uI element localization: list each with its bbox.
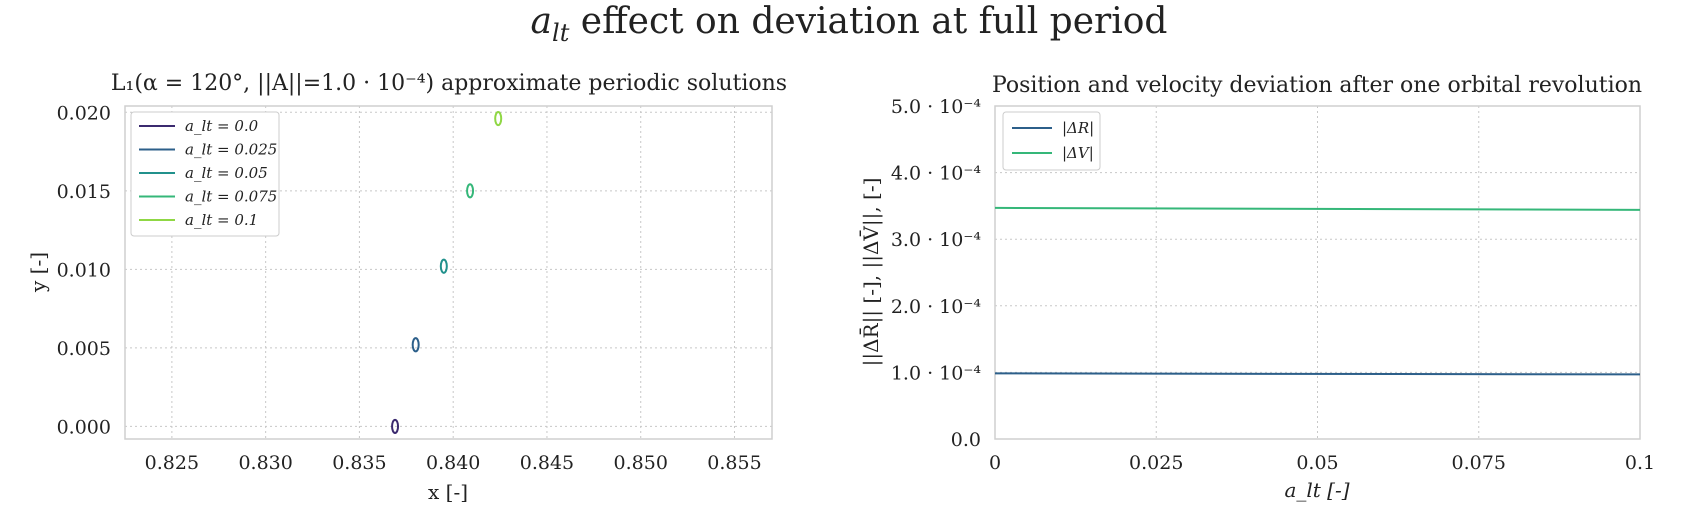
y-tick-label: 0.0 [951, 429, 981, 451]
x-tick-label: 0.075 [1452, 452, 1506, 474]
legend-label: a_lt = 0.025 [185, 141, 277, 159]
deviation-chart-x-ticks: 0 0.025 0.05 0.075 0.1 [989, 452, 1655, 474]
legend-box [130, 111, 280, 237]
y-tick-label: 0.005 [57, 338, 111, 360]
x-tick-label: 0.1 [1625, 452, 1655, 474]
y-tick-label: 0.015 [57, 181, 111, 203]
x-tick-label: 0.850 [614, 452, 668, 474]
orbit-chart-frame [124, 105, 773, 440]
x-tick-label: 0.830 [238, 452, 292, 474]
legend-box [1002, 111, 1101, 171]
orbit-chart-title: L₁(α = 120°, ||A||=1.0 · 10⁻⁴) approxima… [111, 71, 787, 96]
deviation-line [994, 206, 1641, 211]
legend-label: a_lt = 0.075 [185, 188, 277, 206]
y-tick-label: 0.020 [57, 102, 111, 124]
legend-label: |ΔV| [1062, 144, 1094, 162]
x-tick-label: 0.05 [1296, 452, 1338, 474]
x-tick-label: 0.825 [145, 452, 199, 474]
deviation-chart-title: Position and velocity deviation after on… [992, 73, 1642, 98]
orbit-chart: L₁(α = 120°, ||A||=1.0 · 10⁻⁴) approxima… [26, 71, 787, 504]
y-tick-label: 2.0 · 10⁻⁴ [891, 296, 982, 318]
deviation-line [994, 372, 1641, 376]
orbit-chart-legend: a_lt = 0.0 a_lt = 0.025 a_lt = 0.05 a_lt = … [130, 111, 280, 237]
deviation-chart-series [994, 206, 1641, 376]
legend-label: |ΔR| [1062, 119, 1094, 137]
orbit-chart-x-label: x [-] [428, 480, 468, 504]
deviation-chart-frame [994, 105, 1641, 440]
orbit-chart-series [391, 110, 503, 435]
orbit-chart-y-label: y [-] [26, 252, 50, 293]
legend-label: a_lt = 0.0 [185, 117, 259, 135]
x-tick-label: 0 [989, 452, 1001, 474]
deviation-chart-x-label: a_lt [-] [1284, 478, 1349, 502]
x-tick-label: 0.025 [1129, 452, 1183, 474]
y-tick-label: 0.000 [57, 416, 111, 438]
suptitle-subscript: lt [552, 19, 570, 47]
orbit-curve [494, 110, 503, 127]
orbit-curve [411, 337, 420, 353]
y-tick-label: 1.0 · 10⁻⁴ [891, 362, 982, 384]
deviation-chart-legend: |ΔR| |ΔV| [1002, 111, 1101, 171]
suptitle-text: effect on deviation at full period [569, 1, 1167, 42]
orbit-curve [391, 418, 400, 435]
legend-label: a_lt = 0.1 [185, 211, 258, 229]
suptitle-symbol: a [531, 1, 552, 42]
x-tick-label: 0.855 [707, 452, 761, 474]
legend-label: a_lt = 0.05 [185, 164, 268, 182]
deviation-chart-y-ticks: 0.0 1.0 · 10⁻⁴ 2.0 · 10⁻⁴ 3.0 · 10⁻⁴ 4.0 · 1… [891, 96, 982, 451]
orbit-curve [439, 258, 448, 274]
x-tick-label: 0.840 [426, 452, 480, 474]
y-tick-label: 0.010 [57, 259, 111, 281]
suptitle: alt effect on deviation at full period [531, 1, 1168, 47]
x-tick-label: 0.845 [520, 452, 574, 474]
deviation-chart: Position and velocity deviation after on… [858, 73, 1655, 502]
y-tick-label: 4.0 · 10⁻⁴ [891, 163, 982, 185]
orbit-curve [466, 183, 475, 199]
y-tick-label: 3.0 · 10⁻⁴ [891, 229, 982, 251]
orbit-chart-x-ticks: 0.825 0.830 0.835 0.840 0.845 0.850 0.855 [145, 452, 762, 474]
deviation-chart-y-label: ||ΔR̄|| [-], ||ΔV̄||, [-] [858, 178, 884, 367]
orbit-chart-y-ticks: 0.000 0.005 0.010 0.015 0.020 [57, 102, 111, 438]
x-tick-label: 0.835 [332, 452, 386, 474]
y-tick-label: 5.0 · 10⁻⁴ [891, 96, 982, 118]
